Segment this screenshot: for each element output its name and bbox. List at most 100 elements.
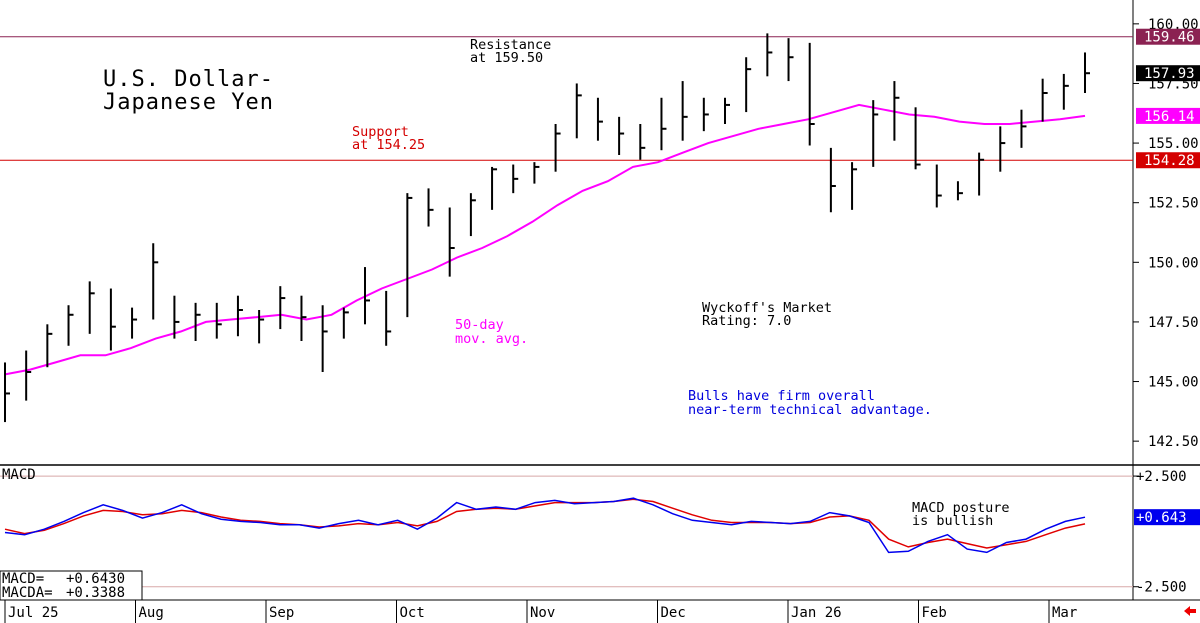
macd-readout-box [0,570,143,601]
macda-readout-label: MACDA= [2,585,53,601]
resistance-tag-bg [1136,28,1200,45]
macd-series-macda [4,498,1086,549]
last-price-tag: 157.93 [1144,66,1195,82]
resistance-label-line-2: at 159.50 [470,50,543,66]
price-bar [1084,52,1090,93]
resistance-label-line-1: Resistance [470,37,551,53]
macd-readout-value: +0.6430 [66,571,125,587]
macda-readout-value: +0.3388 [66,585,125,601]
last-price-tag-bg [1136,65,1200,82]
macd-tick-label: +2.500 [1136,469,1187,485]
price-bar [173,295,180,339]
price-bar [300,295,307,341]
date-tick-label: Oct [400,605,425,621]
price-bar [109,288,116,351]
chart-title-line-2: Japanese Yen [103,90,274,115]
price-bar [152,243,159,320]
macd-tick-label: -2.500 [1136,580,1187,596]
commentary-line-1: Bulls have firm overall [688,388,875,404]
support-label-line-1: Support [352,124,409,140]
price-bar [342,307,349,339]
price-bar [745,57,752,113]
chart-title-line-1: U.S. Dollar- [103,67,274,92]
price-bar [681,81,688,141]
support-tag-bg [1136,152,1200,169]
price-bar [639,124,646,160]
price-bar [258,310,265,344]
price-bar [1062,73,1069,110]
moving-average-tag-bg [1136,107,1200,124]
date-tick-label: Jan 26 [791,605,842,621]
price-bar [321,305,328,372]
price-bar [787,38,794,82]
price-bar [808,42,815,146]
price-bar [215,302,222,339]
moving-average-line [4,103,1086,376]
price-bar [978,152,985,196]
price-bar [364,267,370,325]
price-bar [999,126,1006,172]
date-tick-label: Mar [1052,605,1077,621]
price-bar [829,147,836,213]
price-bar [596,97,603,141]
price-bar [1041,78,1048,122]
price-tick-label: 155.00 [1148,136,1199,152]
macd-annotation-line-1: MACD posture [912,500,1010,516]
date-tick-label: Dec [661,605,686,621]
price-bar [194,302,201,341]
price-bar [88,281,95,334]
price-bar [914,107,921,170]
price-bar [872,100,879,167]
date-tick-label: Feb [922,605,947,621]
price-bar [512,164,519,194]
macd-annotation-line-2: is bullish [912,513,993,529]
moving-average-label-line-1: 50-day [455,317,504,333]
price-tick-label: 147.50 [1148,315,1199,331]
date-tick-label: Aug [139,605,164,621]
price-bar [236,295,243,337]
price-bar [851,162,858,210]
price-tick-label: 145.00 [1148,375,1199,391]
price-bar [533,162,540,184]
macd-panel-title: MACD [2,467,36,483]
price-bar [575,83,582,139]
price-bar [67,305,74,346]
price-bar [4,362,10,423]
date-tick-label: Nov [530,605,555,621]
price-bar [406,193,413,318]
price-bar [956,181,963,201]
moving-average-label-line-2: mov. avg. [455,331,528,347]
price-bar [702,97,709,132]
price-tick-label: 142.50 [1148,434,1199,450]
price-tick-label: 150.00 [1148,255,1199,271]
commentary-line-2: near-term technical advantage. [688,402,932,418]
price-bar [46,324,53,368]
price-bar [385,290,392,346]
price-bar [131,307,138,339]
price-bar [448,207,455,277]
price-bar [427,188,434,227]
macd-readout-label: MACD= [2,571,44,587]
macd-series-macd [4,497,1086,554]
price-bar [660,97,667,151]
resistance-tag: 159.46 [1144,30,1195,46]
support-label-line-2: at 154.25 [352,137,425,153]
price-bar [935,164,942,208]
price-bar [279,286,286,330]
left-arrow-icon[interactable] [1184,606,1196,616]
price-bar [766,33,773,77]
price-bar [491,166,498,210]
price-bar [469,193,476,237]
price-bar [724,97,730,124]
wyckoff-rating-line-2: Rating: 7.0 [702,313,791,329]
price-tick-label: 152.50 [1148,196,1199,212]
price-bar [618,116,625,155]
price-bar [25,350,32,401]
support-tag: 154.28 [1144,153,1195,169]
date-tick-label: Jul 25 [8,605,59,621]
date-tick-label: Sep [269,605,294,621]
moving-average-tag: 156.14 [1144,109,1195,125]
price-bar [554,124,561,172]
macd-last-tag-bg [1134,509,1200,526]
